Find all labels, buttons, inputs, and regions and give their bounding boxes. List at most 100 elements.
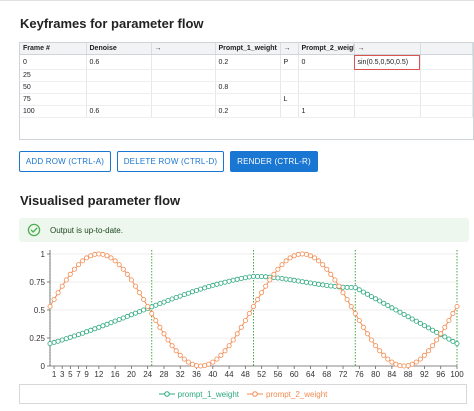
series-prompt-1-weight-point — [189, 289, 195, 295]
table-row[interactable]: 100 0.6 0.2 1 — [20, 105, 473, 118]
table-cell[interactable]: 0.2 — [215, 54, 281, 70]
series-prompt-2-weight-point — [157, 324, 163, 330]
legend-item-prompt-2[interactable]: prompt_2_weight — [247, 390, 327, 399]
table-row[interactable]: 50 0.8 — [20, 81, 473, 94]
table-cell[interactable]: 0.2 — [215, 105, 281, 118]
column-header[interactable]: Prompt_1_weight — [215, 43, 281, 55]
x-tick-label: 88 — [404, 370, 413, 379]
series-prompt-2-weight-point — [307, 253, 313, 259]
keyframes-grid[interactable]: Frame # Denoise → Prompt_1_weight → Prom… — [19, 42, 474, 140]
table-cell[interactable] — [151, 54, 216, 70]
series-prompt-1-weight-point — [193, 288, 199, 294]
table-row[interactable]: 75 L — [20, 93, 473, 106]
table-cell[interactable]: 0.6 — [86, 105, 152, 118]
series-prompt-2-weight-point — [283, 258, 289, 264]
series-prompt-2-weight-point — [67, 271, 73, 277]
table-cell[interactable]: P — [280, 54, 299, 70]
series-prompt-2-weight-point — [234, 331, 240, 337]
add-row-button[interactable]: ADD ROW (CTRL-A) — [19, 151, 111, 172]
column-header[interactable]: Denoise — [86, 43, 152, 55]
table-cell[interactable] — [215, 93, 281, 106]
table-cell[interactable] — [354, 81, 421, 94]
series-prompt-1-weight-point — [307, 280, 313, 286]
series-prompt-2-weight-point — [263, 283, 269, 289]
series-prompt-2-weight-point — [169, 343, 175, 349]
column-header[interactable]: → — [151, 43, 216, 55]
series-prompt-2-weight-point — [425, 348, 431, 354]
table-cell[interactable] — [86, 81, 152, 94]
table-cell[interactable] — [151, 105, 216, 118]
x-tick-label: 32 — [176, 370, 185, 379]
x-tick-label: 9 — [84, 370, 89, 379]
series-prompt-1-weight-point — [360, 289, 366, 295]
column-header-filler — [420, 43, 473, 55]
table-cell[interactable] — [298, 69, 355, 82]
series-prompt-1-weight-point — [136, 309, 142, 315]
series-prompt-2-weight-point — [393, 361, 399, 367]
table-cell[interactable] — [298, 93, 355, 106]
series-prompt-1-weight-point — [202, 285, 208, 291]
table-cell[interactable] — [298, 81, 355, 94]
chart-legend: prompt_1_weight prompt_2_weight — [19, 384, 467, 404]
column-header[interactable]: Prompt_2_weight — [298, 43, 355, 55]
table-cell[interactable] — [354, 93, 421, 106]
table-cell[interactable]: 0.6 — [86, 54, 152, 70]
render-button[interactable]: RENDER (CTRL-R) — [230, 151, 318, 172]
table-cell[interactable] — [280, 69, 299, 82]
series-prompt-2-weight-point — [124, 271, 130, 277]
series-prompt-2-weight-point — [409, 361, 415, 367]
series-prompt-1-weight-point — [401, 312, 407, 318]
table-cell[interactable]: 25 — [20, 69, 87, 82]
series-prompt-1-weight-point — [393, 307, 399, 313]
table-cell[interactable] — [151, 93, 216, 106]
table-cell[interactable] — [354, 69, 421, 82]
series-prompt-2-weight-point — [356, 318, 362, 324]
table-row[interactable]: 0 0.6 0.2 P 0 sin(0.5,0,50,0.5) — [20, 54, 473, 70]
series-prompt-2-weight-point — [352, 311, 358, 317]
x-tick-label: 72 — [339, 370, 348, 379]
series-prompt-1-weight-point — [169, 296, 175, 302]
series-prompt-1-weight-point — [352, 285, 358, 291]
table-cell[interactable] — [151, 69, 216, 82]
table-cell[interactable]: 75 — [20, 93, 87, 106]
series-prompt-2-weight-point — [295, 251, 301, 257]
keyframes-section-title: Keyframes for parameter flow — [20, 16, 204, 31]
table-cell[interactable]: L — [280, 93, 299, 106]
series-prompt-1-weight-point — [51, 339, 57, 345]
column-header[interactable]: → — [354, 43, 421, 55]
table-cell[interactable] — [86, 69, 152, 82]
delete-row-button[interactable]: DELETE ROW (CTRL-D) — [117, 151, 224, 172]
table-cell[interactable]: 0 — [298, 54, 355, 70]
legend-item-prompt-1[interactable]: prompt_1_weight — [158, 390, 239, 399]
table-cell[interactable]: 0 — [20, 54, 87, 70]
series-prompt-1-weight-point — [279, 276, 285, 282]
table-cell[interactable] — [86, 93, 152, 106]
series-prompt-1-weight-point — [165, 298, 171, 304]
series-prompt-1-weight-point — [55, 338, 61, 344]
series-prompt-2-weight-point — [76, 262, 82, 268]
table-row[interactable]: 25 — [20, 69, 473, 82]
series-prompt-2-weight-point — [242, 318, 248, 324]
table-cell[interactable]: 0.8 — [215, 81, 281, 94]
table-cell[interactable] — [280, 105, 299, 118]
table-cell[interactable] — [151, 81, 216, 94]
series-prompt-2-weight-point — [214, 356, 220, 362]
table-cell[interactable] — [354, 105, 421, 118]
series-prompt-1-weight-point — [417, 320, 423, 326]
x-tick-label: 92 — [420, 370, 429, 379]
table-cell[interactable]: 100 — [20, 105, 87, 118]
series-prompt-2-weight-point — [165, 337, 171, 343]
series-prompt-2-weight-point — [108, 255, 114, 261]
selected-table-cell[interactable]: sin(0.5,0,50,0.5) — [354, 54, 421, 70]
table-cell[interactable]: 1 — [298, 105, 355, 118]
series-prompt-1-weight-point — [295, 278, 301, 284]
column-header[interactable]: → — [280, 43, 299, 55]
table-cell[interactable] — [215, 69, 281, 82]
series-prompt-1-weight-point — [153, 302, 159, 308]
column-header[interactable]: Frame # — [20, 43, 87, 55]
table-cell[interactable]: 50 — [20, 81, 87, 94]
table-cell[interactable] — [280, 81, 299, 94]
series-prompt-2-weight-point — [116, 262, 122, 268]
series-prompt-1-weight-point — [76, 332, 82, 338]
series-prompt-1-weight-point — [430, 327, 436, 333]
